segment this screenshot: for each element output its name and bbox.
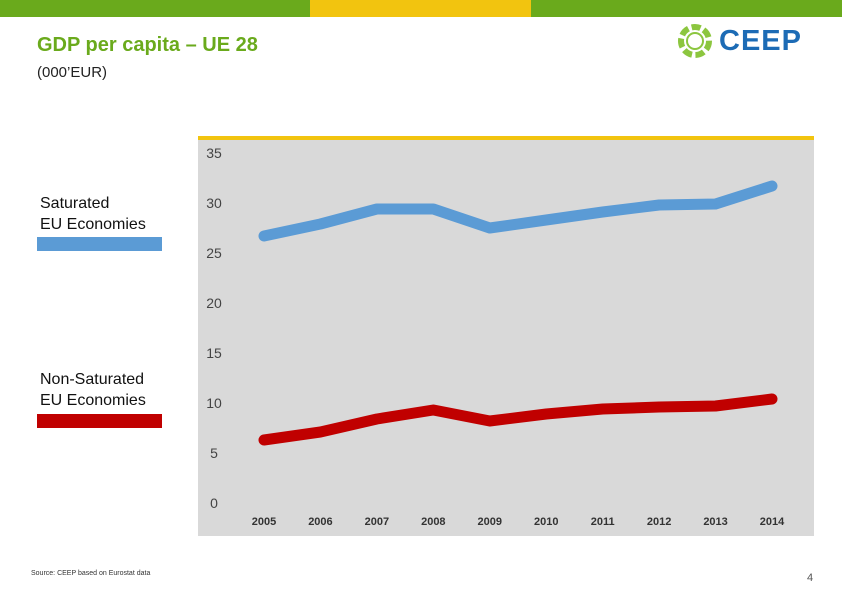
series-line-saturated <box>258 180 778 242</box>
slide-title: GDP per capita – UE 28 <box>37 34 258 56</box>
y-tick-label: 5 <box>210 445 218 461</box>
x-tick-label: 2005 <box>252 516 276 528</box>
top-bar-green-right <box>531 0 842 17</box>
y-tick-label: 20 <box>206 295 222 311</box>
plot-top-border <box>198 136 814 140</box>
legend-label-non-saturated-line1: Non-Saturated <box>40 371 145 388</box>
legend-label-saturated-line1: Saturated <box>40 195 110 212</box>
source-note: Source: CEEP based on Eurostat data <box>31 570 151 577</box>
data-point-non-saturated <box>319 431 322 433</box>
data-point-saturated <box>488 227 491 229</box>
ceep-logo: CEEP <box>676 22 802 60</box>
data-point-saturated <box>263 235 265 237</box>
data-point-saturated <box>319 223 322 225</box>
legend-label-non-saturated-line2: EU Economies <box>40 392 146 409</box>
x-tick-label: 2013 <box>703 516 727 528</box>
x-tick-label: 2008 <box>421 516 445 528</box>
y-tick-label: 0 <box>210 495 218 511</box>
x-tick-label: 2007 <box>365 516 389 528</box>
legend-label-saturated-line2: EU Economies <box>40 216 146 233</box>
legend-swatch-saturated <box>37 237 162 251</box>
x-tick-label: 2010 <box>534 516 558 528</box>
data-point-saturated <box>771 185 773 187</box>
x-tick-label: 2009 <box>478 516 502 528</box>
gdp-line-chart: 0 5 10 15 20 25 30 35 2005 2006 2007 2008 2009 2010 20… <box>198 136 814 541</box>
data-point-non-saturated <box>488 420 491 422</box>
ceep-ring-icon <box>678 24 712 58</box>
plot-background <box>198 136 814 536</box>
legend-label-saturated: Saturated EU Economies <box>40 193 146 235</box>
data-point-non-saturated <box>771 398 773 400</box>
y-tick-label: 30 <box>206 195 222 211</box>
data-point-saturated <box>432 208 435 210</box>
top-color-bar <box>0 0 842 17</box>
y-tick-label: 25 <box>206 245 222 261</box>
data-point-non-saturated <box>263 439 265 441</box>
series-line-non-saturated <box>258 393 778 446</box>
data-point-saturated <box>658 204 661 206</box>
x-tick-label: 2006 <box>308 516 332 528</box>
page-number: 4 <box>807 572 814 584</box>
data-point-saturated <box>545 219 548 221</box>
y-tick-label: 15 <box>206 345 222 361</box>
y-tick-label: 10 <box>206 395 222 411</box>
top-bar-yellow <box>310 0 531 17</box>
x-tick-label: 2011 <box>591 516 615 528</box>
data-point-non-saturated <box>601 408 604 410</box>
x-tick-label: 2014 <box>760 516 785 528</box>
chart-svg: 0 5 10 15 20 25 30 35 2005 2006 2007 2008 2009 2010 20… <box>198 136 814 536</box>
ceep-logo-text: CEEP <box>719 24 802 57</box>
data-point-non-saturated <box>545 413 548 415</box>
data-point-non-saturated <box>658 406 661 408</box>
data-point-non-saturated <box>375 418 378 420</box>
legend-swatch-non-saturated <box>37 414 162 428</box>
x-tick-label: 2012 <box>647 516 671 528</box>
data-point-non-saturated <box>714 405 717 407</box>
data-point-saturated <box>714 203 717 205</box>
legend-label-non-saturated: Non-Saturated EU Economies <box>40 369 146 411</box>
y-tick-label: 35 <box>206 145 222 161</box>
slide-subtitle: (000’EUR) <box>37 64 108 81</box>
data-point-non-saturated <box>432 409 435 411</box>
data-point-saturated <box>601 211 604 213</box>
top-bar-green-left <box>0 0 310 17</box>
data-point-saturated <box>375 208 378 210</box>
